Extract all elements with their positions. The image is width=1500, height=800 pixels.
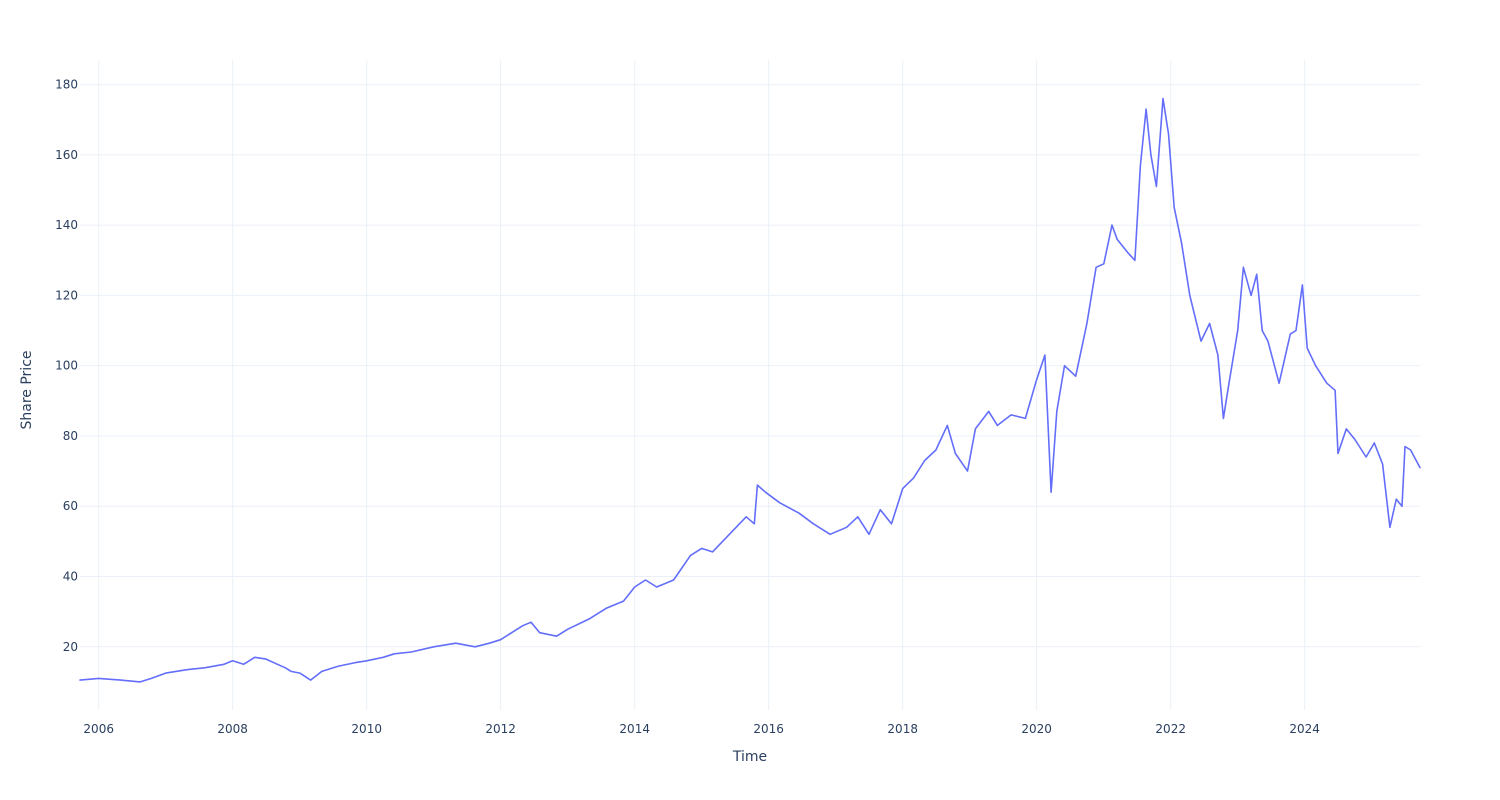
x-tick-label: 2010	[351, 722, 382, 736]
x-tick-label: 2006	[83, 722, 114, 736]
y-tick-label: 180	[55, 78, 78, 92]
grid	[80, 60, 1420, 710]
x-axis-title: Time	[732, 749, 767, 765]
y-tick-label: 60	[63, 499, 78, 513]
y-tick-label: 80	[63, 429, 78, 443]
x-tick-label: 2012	[485, 722, 516, 736]
y-tick-label: 40	[63, 569, 78, 583]
x-tick-label: 2022	[1155, 722, 1186, 736]
x-tick-label: 2024	[1289, 722, 1320, 736]
x-tick-label: 2014	[619, 722, 650, 736]
tick-labels: 2006 2008 2010 2012 2014 2016 2018 2020 2022 2024…	[55, 78, 1320, 736]
x-tick-label: 2016	[753, 722, 784, 736]
x-tick-label: 2008	[217, 722, 248, 736]
series-line-0	[79, 97, 1421, 683]
y-tick-label: 100	[55, 359, 78, 373]
y-tick-label: 140	[55, 218, 78, 232]
series-layer	[79, 97, 1421, 683]
y-tick-label: 160	[55, 148, 78, 162]
x-tick-label: 2020	[1021, 722, 1052, 736]
y-tick-label: 120	[55, 288, 78, 302]
y-tick-label: 20	[63, 640, 78, 654]
y-axis-title: Share Price	[19, 350, 35, 429]
x-tick-label: 2018	[887, 722, 918, 736]
